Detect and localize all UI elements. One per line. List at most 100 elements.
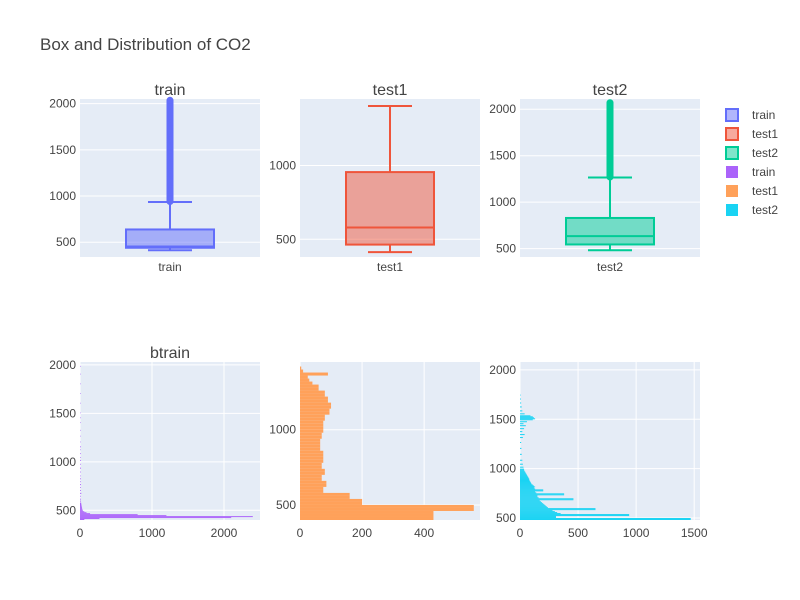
y-tick-label: 1500	[49, 406, 76, 420]
histogram-bar	[520, 415, 531, 417]
legend-item-test1[interactable]: test1	[725, 127, 778, 141]
histogram-bar	[300, 420, 324, 424]
histogram-bar	[520, 509, 596, 511]
y-tick-label: 1500	[489, 149, 516, 163]
histogram-bar	[300, 396, 328, 400]
outlier-point	[166, 96, 174, 104]
histogram-bar	[300, 435, 322, 439]
legend-item-btrain[interactable]: train	[726, 165, 775, 179]
legend-item-htest2[interactable]: test2	[726, 203, 778, 217]
histogram-bar	[80, 500, 82, 502]
histogram-bar	[80, 492, 82, 494]
histogram-bar	[520, 499, 574, 501]
histogram-bar	[80, 481, 81, 483]
y-tick-label: 1500	[49, 143, 76, 157]
histogram-bar	[520, 418, 536, 420]
histogram-bar	[520, 478, 530, 480]
histogram-bar	[300, 426, 324, 430]
histogram-bar	[520, 507, 548, 509]
histogram-bar	[520, 493, 565, 495]
histogram-bar	[520, 516, 556, 518]
legend-label: test1	[752, 184, 778, 198]
legend-item-htest1[interactable]: test1	[726, 184, 778, 198]
histogram-bar	[300, 402, 332, 406]
histogram-bar	[520, 510, 553, 512]
x-tick-label: 0	[77, 526, 84, 540]
histogram-bar	[80, 504, 82, 506]
histogram-bar	[300, 399, 328, 403]
legend-item-train[interactable]: train	[725, 108, 775, 122]
histogram-bar	[520, 498, 574, 500]
histogram-bar	[520, 486, 536, 488]
subplots: 500100015002000traintrain5001000test1tes…	[49, 82, 708, 540]
y-tick-label: 2000	[489, 363, 516, 377]
histogram-bar	[300, 414, 325, 418]
histogram-bar	[520, 514, 630, 516]
histogram-bar	[80, 519, 85, 520]
histogram-bar	[80, 475, 81, 477]
plot-area	[520, 362, 700, 520]
legend-label: train	[752, 108, 775, 122]
histogram-bar	[520, 491, 536, 493]
histogram-bar	[520, 502, 543, 504]
histogram-bar	[520, 398, 521, 400]
legend-swatch	[725, 108, 739, 122]
histogram-bar	[520, 487, 534, 489]
histogram-bar	[520, 484, 533, 486]
x-tick-label: 200	[352, 526, 372, 540]
histogram-bar	[80, 502, 82, 504]
histogram-bar	[520, 470, 525, 472]
histogram-bar	[300, 393, 325, 397]
histogram-bar	[80, 471, 81, 473]
histogram-bar	[520, 479, 530, 481]
legend-item-test2[interactable]: test2	[725, 146, 778, 160]
legend[interactable]: train test1 test2 train test1 test2	[725, 108, 778, 217]
histogram-bar	[300, 450, 324, 454]
histogram-bar	[520, 480, 530, 482]
histogram-bar	[300, 375, 308, 379]
histogram-bar	[520, 505, 546, 507]
plot-area	[80, 362, 260, 520]
histogram-bars	[300, 366, 474, 520]
histogram-bar	[520, 496, 538, 498]
x-tick-label: 500	[568, 526, 588, 540]
histogram-bar	[300, 516, 434, 520]
subplot-title: test1	[373, 82, 408, 99]
hist-panel-htest1: 0 200 400 500 1000	[269, 362, 480, 540]
histogram-bar	[80, 417, 81, 419]
legend-label: test2	[752, 146, 778, 160]
y-tick-label: 1000	[489, 462, 516, 476]
histogram-bar	[300, 504, 474, 508]
histogram-bar	[80, 429, 81, 431]
histogram-bar	[80, 507, 83, 509]
x-category-label: test2	[597, 260, 623, 274]
legend-label: test2	[752, 203, 778, 217]
histogram-bar	[300, 408, 330, 412]
histogram-bar	[520, 469, 525, 471]
histogram-bar	[80, 446, 81, 448]
legend-swatch	[726, 204, 738, 216]
histogram-bar	[80, 510, 83, 512]
histogram-bar	[300, 441, 321, 445]
histogram-bar	[300, 486, 324, 490]
legend-label: test1	[752, 127, 778, 141]
box-iqr	[565, 216, 655, 246]
histogram-bar	[520, 503, 544, 505]
histogram-bar	[300, 411, 330, 415]
histogram-bar	[80, 505, 82, 507]
histogram-bar	[300, 366, 302, 370]
histogram-bar	[80, 383, 81, 385]
histogram-bar	[300, 510, 434, 514]
histogram-bar	[520, 474, 527, 476]
subplot-title: train	[154, 82, 185, 99]
histogram-bar	[520, 488, 536, 490]
histogram-bar	[520, 513, 561, 515]
histogram-bar	[520, 410, 523, 412]
histogram-bar	[80, 498, 81, 500]
histogram-bar	[300, 480, 327, 484]
histogram-bar	[80, 441, 81, 443]
histogram-bar	[520, 519, 691, 520]
histogram-bar	[520, 434, 525, 436]
histogram-bar	[80, 453, 81, 455]
